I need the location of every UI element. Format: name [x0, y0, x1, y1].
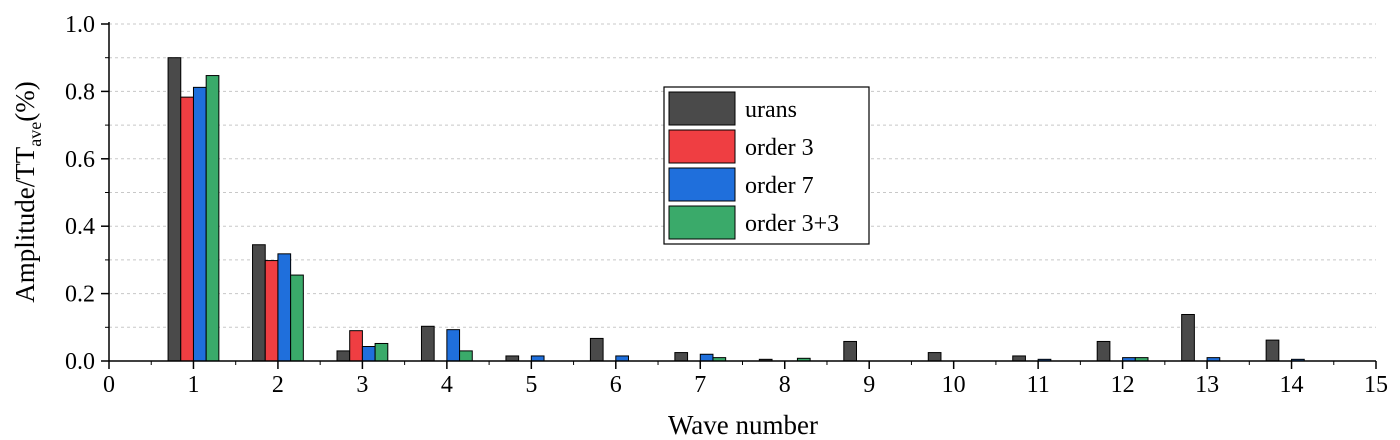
y-tick-label: 0.8 — [65, 79, 95, 105]
bar-urans-7 — [674, 352, 689, 362]
legend-swatch — [668, 205, 736, 240]
bar-order-3-1 — [180, 96, 194, 362]
bar-urans-14 — [1265, 339, 1280, 362]
bar-order-3-3-4 — [459, 350, 473, 362]
bar-urans-10 — [927, 352, 942, 362]
bar-urans-5 — [505, 355, 520, 362]
y-tick-label: 0.6 — [65, 147, 95, 173]
legend-label: urans — [745, 97, 797, 123]
bar-urans-1 — [167, 57, 182, 362]
y-axis-title-main: Amplitude/TT — [10, 146, 40, 302]
x-tick-label: 4 — [441, 372, 453, 398]
x-tick-label: 6 — [610, 372, 622, 398]
x-tick-label: 7 — [694, 372, 706, 398]
x-tick-label: 1 — [187, 372, 199, 398]
x-axis-title: Wave number — [668, 410, 818, 440]
legend-label: order 3 — [745, 135, 814, 161]
x-tick-label: 12 — [1111, 372, 1135, 398]
x-tick-label: 15 — [1364, 372, 1388, 398]
x-tick-label: 8 — [779, 372, 791, 398]
bar-urans-2 — [252, 244, 266, 362]
legend-label: order 3+3 — [745, 211, 839, 237]
legend-swatch — [668, 129, 736, 164]
x-tick-label: 9 — [863, 372, 875, 398]
bar-order-7-7 — [699, 353, 714, 362]
legend-swatch — [668, 91, 736, 126]
bar-order-7-4 — [446, 329, 461, 362]
bar-order-3-3-1 — [205, 75, 220, 362]
x-tick-label: 0 — [103, 372, 115, 398]
x-tick-label: 2 — [272, 372, 284, 398]
axes — [101, 22, 1377, 369]
tick-labels: 0 1 2 3 4 5 6 7 8 9 10 11 12 13 14 150.00.20.40.60.81.0 — [65, 12, 1388, 398]
bar-urans-6 — [589, 337, 604, 362]
y-axis-title-sub: ave — [25, 122, 45, 147]
grid-lines — [109, 23, 1376, 328]
y-tick-label: 1.0 — [65, 12, 95, 38]
x-tick-label: 5 — [525, 372, 537, 398]
bar-order-3-3-3 — [374, 342, 389, 362]
legend-label: order 7 — [745, 173, 814, 199]
bar-urans-13 — [1181, 313, 1195, 362]
y-axis-title: Amplitude/TTave(%) — [10, 81, 45, 302]
bar-order-3-2 — [264, 260, 279, 362]
x-tick-label: 11 — [1027, 372, 1050, 398]
x-tick-label: 10 — [942, 372, 966, 398]
bar-order-7-5 — [530, 355, 545, 362]
y-tick-label: 0.0 — [65, 349, 95, 375]
x-tick-label: 13 — [1195, 372, 1219, 398]
bar-order-7-2 — [277, 253, 292, 362]
bar-order-7-3 — [361, 346, 376, 362]
x-tick-label: 14 — [1280, 372, 1304, 398]
y-tick-label: 0.4 — [65, 214, 95, 240]
bar-group — [167, 57, 1305, 362]
bar-order-3-3-2 — [290, 274, 304, 362]
bar-order-7-6 — [615, 355, 629, 362]
bar-urans-11 — [1012, 355, 1026, 362]
bar-urans-9 — [843, 340, 857, 362]
x-tick-label: 3 — [356, 372, 368, 398]
bar-urans-3 — [336, 350, 351, 362]
bar-urans-4 — [420, 325, 435, 362]
legend: urans order 3 order 7 order 3+3 — [663, 86, 870, 245]
bar-order-7-1 — [192, 86, 207, 362]
bar-order-3-3 — [349, 330, 363, 362]
bar-urans-12 — [1096, 340, 1111, 362]
legend-swatch — [668, 167, 736, 202]
y-tick-label: 0.2 — [65, 282, 95, 308]
y-axis-title-suffix: (%) — [10, 81, 40, 121]
